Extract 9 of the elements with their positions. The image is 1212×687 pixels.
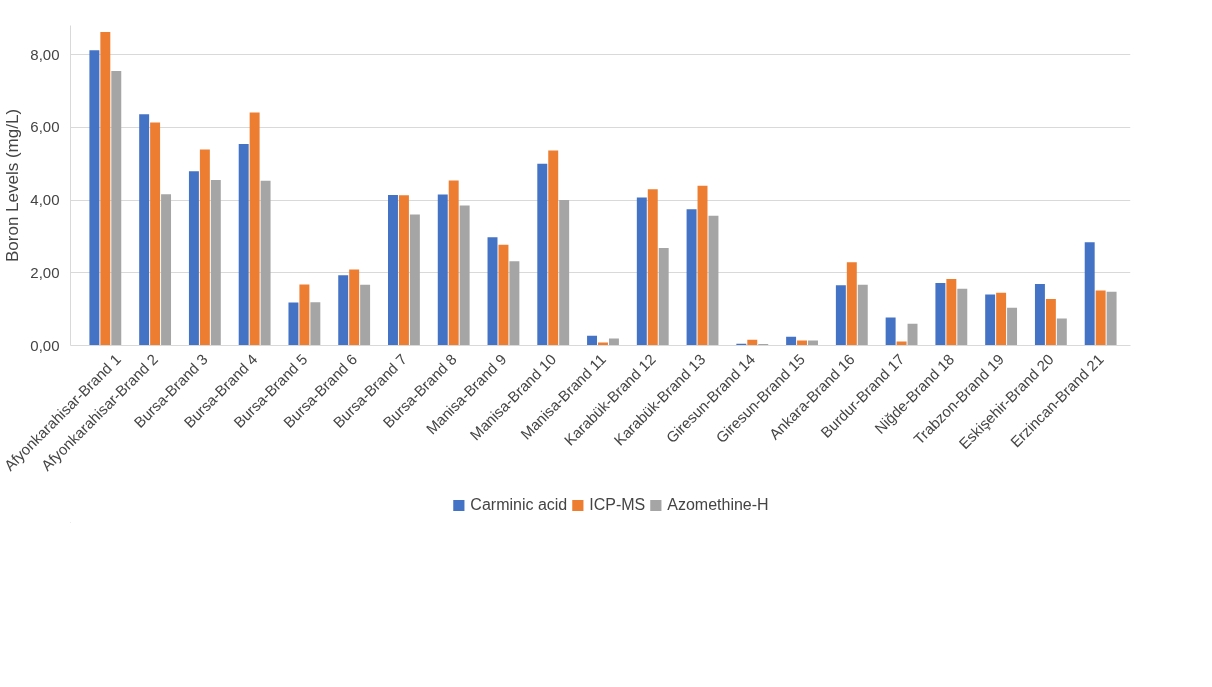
y-axis-title: Boron Levels (mg/L): [3, 108, 23, 263]
y-tick-label: 8,00: [30, 45, 60, 63]
legend-label: ICP-MS: [589, 495, 646, 514]
legend-label: Carminic acid: [470, 495, 568, 514]
y-tick-label: 4,00: [30, 191, 60, 209]
y-tick-label: 6,00: [30, 118, 60, 136]
legend-label: Azomethine-H: [667, 495, 769, 514]
y-tick-label: 0,00: [30, 336, 60, 354]
y-tick-label: 2,00: [30, 263, 60, 281]
